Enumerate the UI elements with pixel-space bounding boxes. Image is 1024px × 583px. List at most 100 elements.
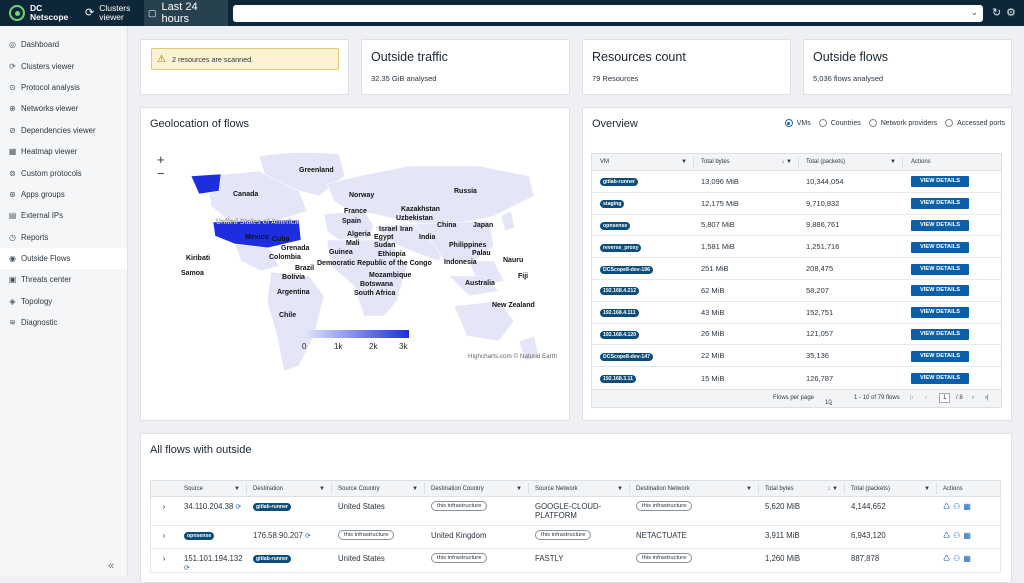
view-details-button[interactable]: VIEW DETAILS [911,198,969,210]
filter-icon[interactable]: ▼ [681,159,687,165]
vm-tag[interactable]: gitlab-runner [253,503,291,511]
next-page-icon[interactable]: › [972,395,974,401]
clusters-viewer-nav[interactable]: ⟳ Clusters viewer [80,0,142,26]
search-input[interactable] [237,7,967,23]
topology-icon[interactable]: ⚇ [953,531,964,540]
external-ip-icon[interactable]: ⟳ [184,565,190,572]
view-details-button[interactable]: VIEW DETAILS [911,307,969,319]
total-packets: 10,344,054 [806,176,844,186]
sidebar-item-heatmap-viewer[interactable]: ▦ Heatmap viewer [0,141,127,162]
view-details-button[interactable]: VIEW DETAILS [911,176,969,188]
vm-tag[interactable]: 192.168.3.11 [600,375,637,384]
sort-desc-icon[interactable]: ↓ [827,485,831,492]
sidebar-item-threats-center[interactable]: ▣ Threats center [0,269,127,290]
first-page-icon[interactable]: |‹ [910,395,914,401]
filter-icon[interactable]: ▼ [786,159,792,165]
gear-icon[interactable]: ⚙ [1006,7,1016,19]
expand-row-icon[interactable]: › [162,502,166,511]
expand-row-icon[interactable]: › [162,554,166,563]
expand-row-icon[interactable]: › [162,531,166,540]
vm-tag[interactable]: opnsense [600,221,631,230]
sidebar-item-apps-groups[interactable]: ⊛ Apps groups [0,184,127,205]
sidebar-item-external-ips[interactable]: ▤ External IPs [0,205,127,226]
prev-page-icon[interactable]: ‹ [925,395,927,401]
radio-countries[interactable]: Countries [818,119,861,127]
filter-icon[interactable]: ▼ [832,485,838,492]
filter-icon[interactable]: ▼ [617,485,623,492]
filter-icon[interactable]: ▼ [746,485,752,492]
brand-logo[interactable]: DC Netscope [0,0,76,26]
sidebar-item-diagnostic[interactable]: ≋ Diagnostic [0,312,127,333]
view-details-button[interactable]: VIEW DETAILS [911,285,969,297]
radio-accessed-ports[interactable]: Accessed ports [945,119,1005,127]
vm-tag[interactable]: 192.168.4.111 [600,309,639,318]
rows-per-page-select[interactable]: 10 ⌄ [825,395,833,407]
view-details-button[interactable]: VIEW DETAILS [911,219,969,231]
vm-tag[interactable]: reverse_proxy [600,243,642,252]
sidebar-item-protocol-analysis[interactable]: ⊙ Protocol analysis [0,77,127,98]
vm-tag[interactable]: opnsense [184,532,215,540]
filter-icon[interactable]: ▼ [412,485,418,492]
refresh-icon[interactable]: ↻ [992,7,1002,19]
vm-tag[interactable]: gitlab-runner [600,178,638,187]
recycle-icon[interactable]: ♺ [943,502,954,511]
brand-line2: Netscope [30,12,69,22]
sidebar-item-dependencies-viewer[interactable]: ⊘ Dependencies viewer [0,120,127,141]
external-ip-icon[interactable]: ⟳ [235,504,242,511]
sidebar-item-custom-protocols[interactable]: ⊚ Custom protocols [0,162,127,183]
zoom-out-icon[interactable]: − [157,166,165,181]
collapse-sidebar-icon[interactable]: « [108,560,115,572]
chevron-down-icon[interactable]: ⌄ [970,7,978,17]
radio-circle-icon[interactable] [945,119,954,127]
radio-circle-icon[interactable] [868,119,877,127]
sidebar-item-dashboard[interactable]: ◎ Dashboard [0,34,127,55]
table-icon[interactable]: ▦ [963,531,974,540]
radio-circle-icon[interactable] [784,119,793,127]
vm-tag[interactable]: 192.168.4.120 [600,330,640,339]
filter-icon[interactable]: ▼ [924,485,930,492]
vm-tag[interactable]: gitlab-runner [253,555,291,563]
vm-tag[interactable]: staging [600,200,625,209]
view-details-button[interactable]: VIEW DETAILS [911,263,969,275]
view-details-button[interactable]: VIEW DETAILS [911,328,969,340]
map-credit[interactable]: Highcharts.com © Natural Earth [468,353,557,360]
map-label-mexico: Mexico [245,234,269,241]
sidebar-item-reports[interactable]: ◷ Reports [0,227,127,248]
recycle-icon[interactable]: ♺ [943,531,954,540]
page-input[interactable]: 1 [939,393,951,403]
sidebar-item-clusters-viewer[interactable]: ⟳ Clusters viewer [0,55,127,76]
recycle-icon[interactable]: ♺ [943,554,954,563]
vm-tag[interactable]: DCScope8-dev-196 [600,265,653,274]
sort-desc-icon[interactable]: ↓ [781,159,785,165]
topology-icon[interactable]: ⚇ [953,502,964,511]
radio-vms[interactable]: VMs [784,119,811,127]
external-ip-icon[interactable]: ⟳ [305,533,311,540]
zoom-in-icon[interactable]: + [157,152,165,167]
vm-tag[interactable]: 192.168.4.212 [600,287,640,296]
time-range-button[interactable]: ▢ Last 24 hours [144,0,228,26]
sidebar-item-outside-flows[interactable]: ◉ Outside Flows [0,247,127,270]
external-ips-icon: ▤ [8,211,17,221]
sidebar-item-label: Topology [21,296,53,306]
radio-circle-icon[interactable] [818,119,827,127]
sidebar-item-topology[interactable]: ◈ Topology [0,291,127,312]
last-page-icon[interactable]: ›| [985,395,989,401]
filter-icon[interactable]: ▼ [319,485,325,492]
vm-tag[interactable]: DCScope8-dev-147 [600,352,653,361]
filter-icon[interactable]: ▼ [516,485,522,492]
table-icon[interactable]: ▦ [963,554,974,563]
map-labels: Greenland Canada Russia Norway France Spain Ka… [181,167,535,319]
table-icon[interactable]: ▦ [963,502,974,511]
sidebar-item-networks-viewer[interactable]: ⊕ Networks viewer [0,98,127,119]
view-details-button[interactable]: VIEW DETAILS [911,373,969,385]
view-details-button[interactable]: VIEW DETAILS [911,350,969,362]
map-label-chile: Chile [279,312,296,319]
search-select[interactable]: ⌄ [233,5,983,23]
radio-network-providers[interactable]: Network providers [868,119,937,127]
filter-icon[interactable]: ▼ [234,485,240,492]
view-details-button[interactable]: VIEW DETAILS [911,241,969,253]
topology-icon[interactable]: ⚇ [953,554,964,563]
world-map[interactable]: Greenland Canada Russia Norway France Spain Ka… [149,136,559,416]
table-row: › 34.110.204.38 ⟳ gitlab-runner United Stat… [150,497,1001,526]
filter-icon[interactable]: ▼ [890,159,896,165]
